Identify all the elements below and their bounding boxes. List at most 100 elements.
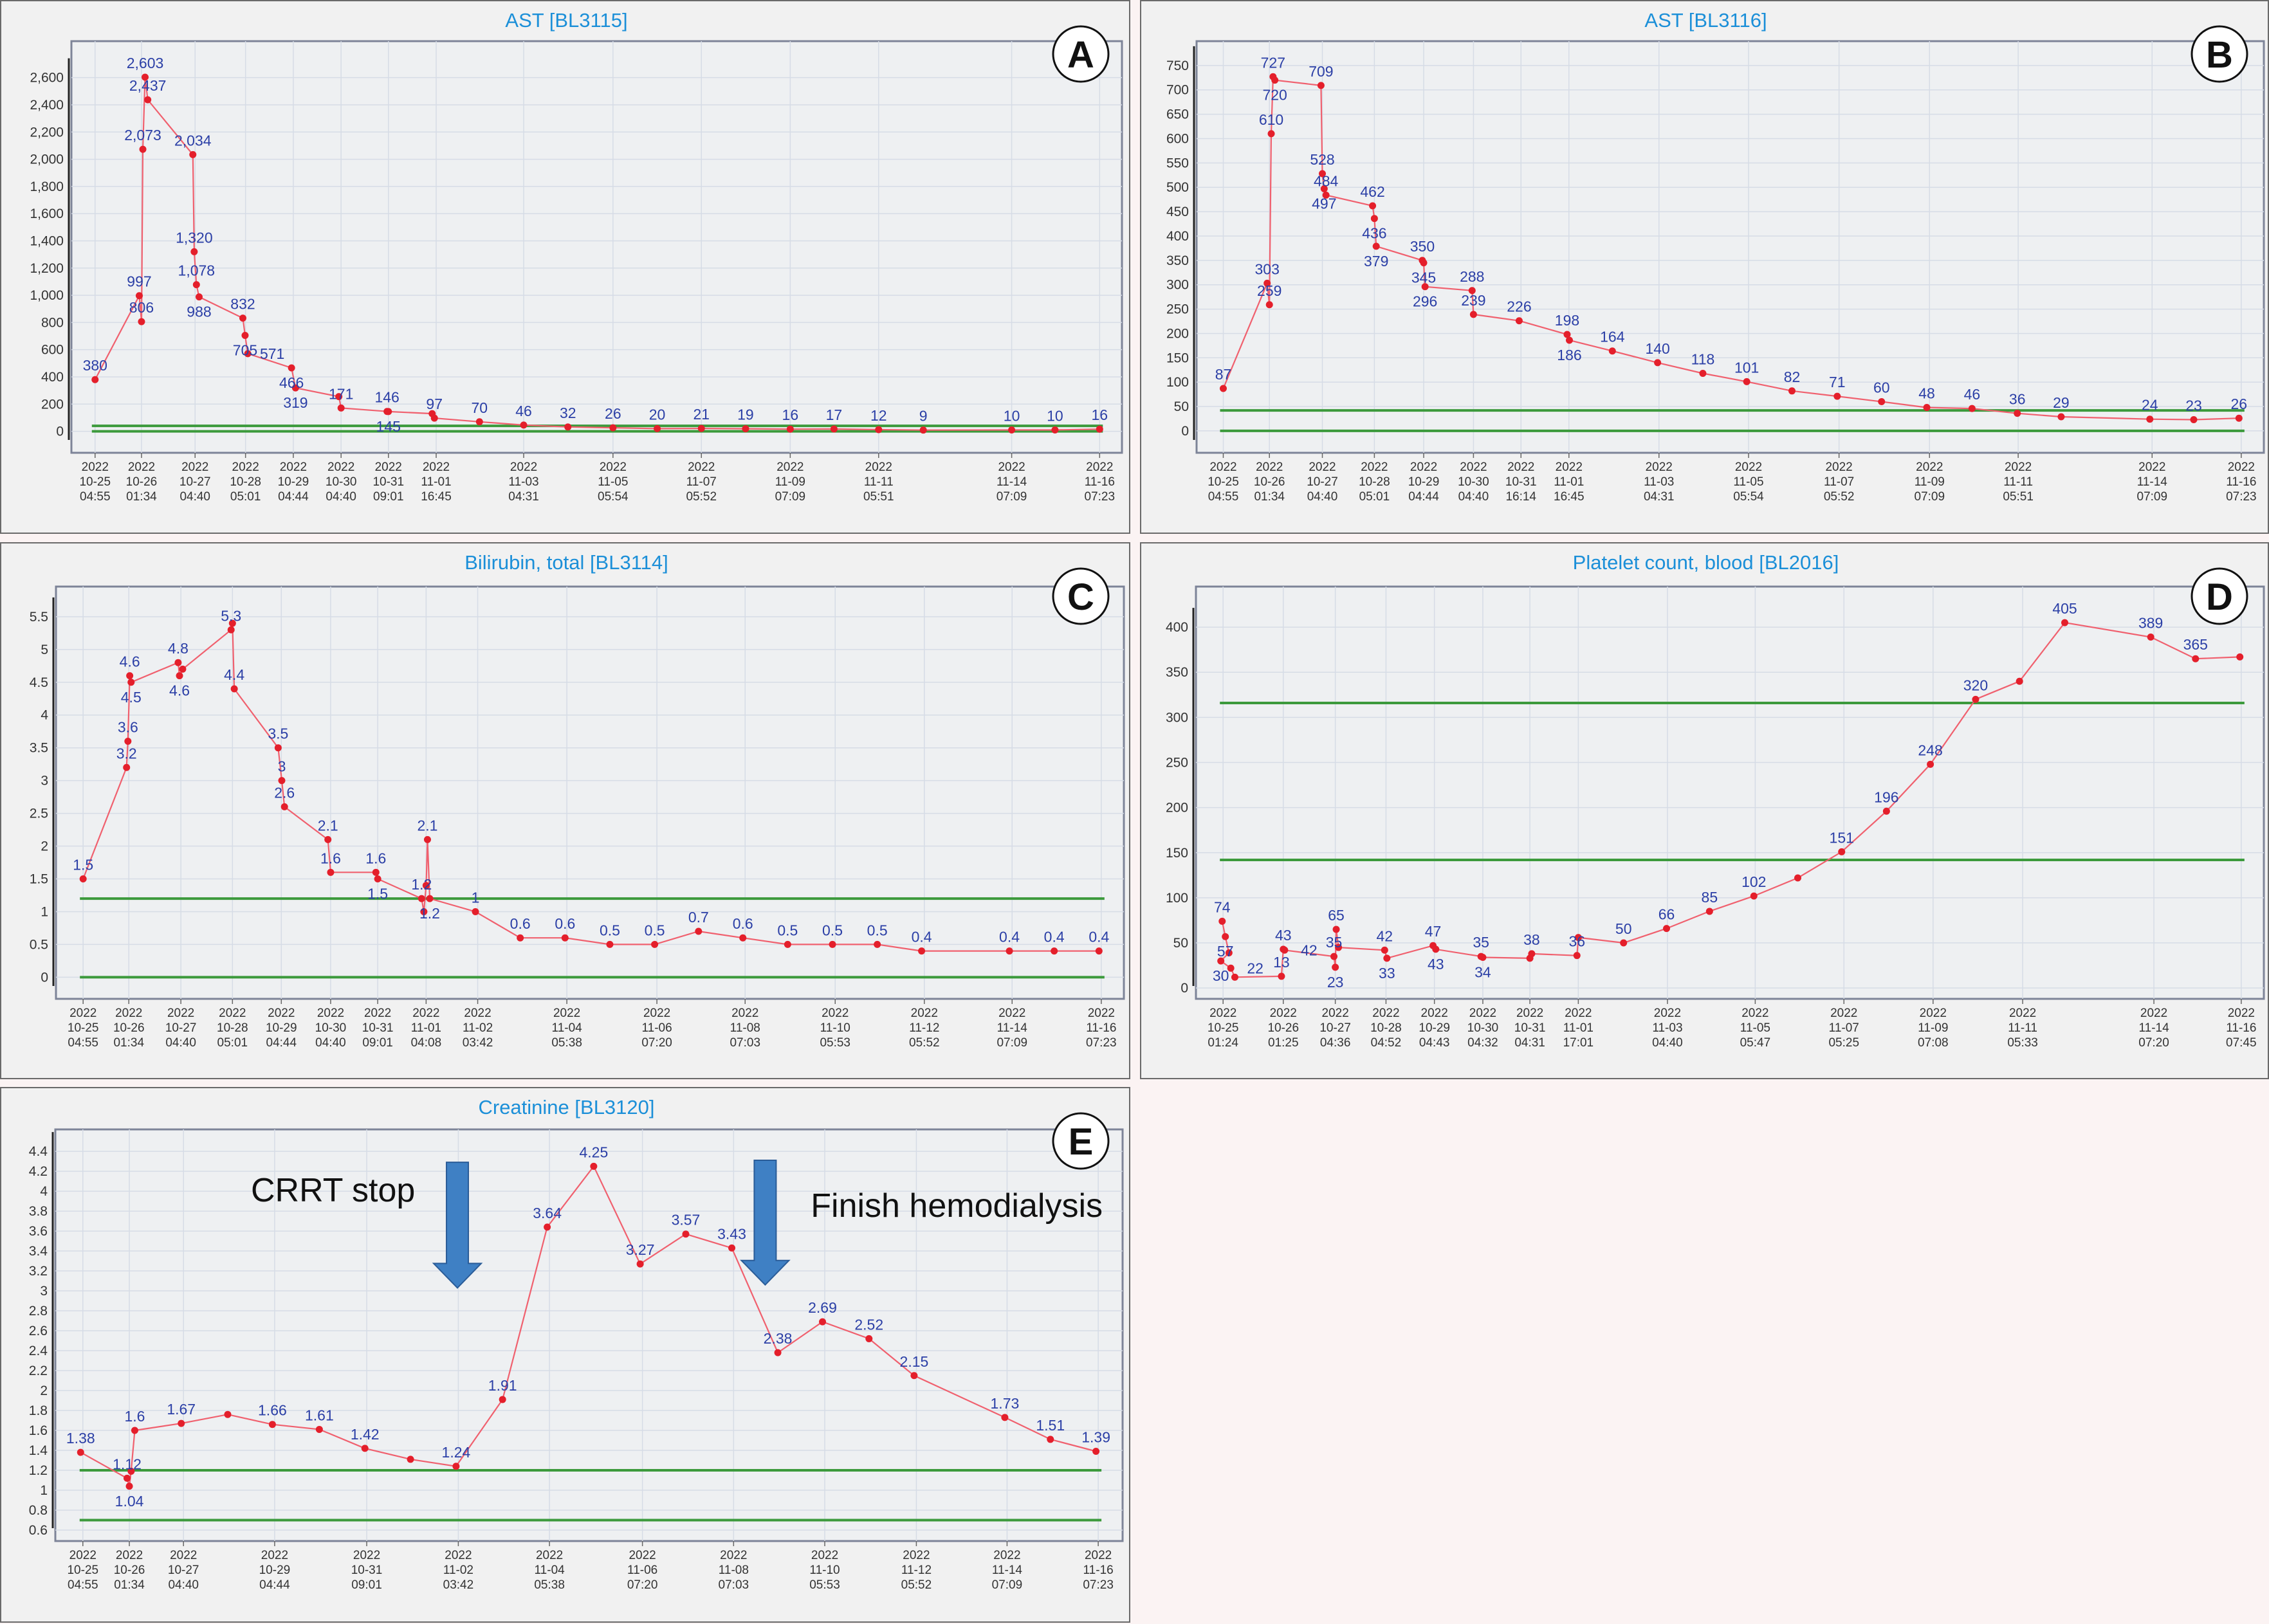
value-label: 196 [1874,789,1898,805]
x-tick-label: 10-31 [372,475,404,489]
data-point [244,350,252,358]
x-tick-label: 10-25 [68,1021,99,1035]
chart-panel-d: Platelet count, blood [BL2016] 2022 10-25 0… [1140,542,2269,1079]
y-tick-label: 400 [1166,229,1189,244]
data-point [452,1463,460,1470]
y-tick-label: 150 [1166,351,1189,365]
value-label: 34 [1474,963,1491,980]
x-tick-label: 11-16 [1083,1564,1114,1577]
value-label: 46 [1964,386,1981,403]
value-label: 48 [1918,385,1935,402]
panel-letter: B [2206,34,2233,76]
x-tick-label: 2022 [364,1007,391,1020]
y-tick-label: 3.6 [29,1224,48,1239]
data-point [291,384,299,392]
x-tick-label: 2022 [232,461,259,474]
data-point [1381,946,1388,954]
data-point [239,315,246,322]
x-tick-label: 04:36 [1320,1036,1351,1050]
x-tick-label: 01:34 [113,1036,144,1050]
x-tick-label: 2022 [822,1007,849,1020]
x-tick-label: 10-25 [1208,475,1239,489]
y-tick-label: 0 [1181,424,1189,439]
value-label: 1 [472,889,480,906]
y-tick-label: 750 [1166,59,1189,73]
panel-letter-badge [2191,25,2248,83]
x-tick-label: 2022 [1086,461,1113,474]
data-point [742,425,749,433]
x-tick-label: 2022 [82,461,109,474]
x-tick-label: 2022 [1209,461,1236,474]
value-label: 4.4 [224,666,244,683]
data-point [1750,892,1758,900]
x-tick-label: 2022 [553,1007,580,1020]
x-tick-label: 2022 [375,461,402,474]
value-label: 1.61 [305,1407,334,1423]
value-label: 38 [1523,931,1540,948]
value-label: 2,437 [129,77,167,94]
value-label: 4.6 [169,682,190,699]
data-point [1469,311,1477,318]
data-point [327,868,335,876]
data-point [1335,944,1343,951]
value-label: 2.6 [274,784,295,801]
value-label: 23 [2185,397,2202,414]
value-label: 0.4 [1044,929,1065,945]
y-tick-label: 0.8 [29,1503,48,1518]
value-label: 145 [376,418,401,435]
value-label: 2.1 [417,817,437,834]
data-point [142,73,149,81]
value-label: 379 [1364,253,1388,269]
y-tick-label: 1.6 [29,1423,48,1438]
x-tick-label: 11-10 [809,1564,840,1577]
x-tick-label: 04:44 [1408,490,1439,504]
x-tick-label: 11-08 [719,1564,749,1577]
x-tick-label: 2022 [1735,461,1762,474]
value-label: 610 [1259,111,1283,128]
x-tick-label: 11-07 [1824,475,1854,489]
value-label: 140 [1645,340,1669,357]
y-tick-label: 2 [40,1383,48,1398]
value-label: 70 [472,399,488,416]
chart-c-svg: Bilirubin, total [BL3114]202210-2504:552… [30,551,1125,1050]
plot-area [70,40,1123,454]
x-tick-label: 2022 [464,1007,491,1020]
value-label: 5.3 [221,607,241,624]
value-label: 20 [649,406,666,423]
data-point [174,659,182,666]
x-tick-label: 2022 [353,1549,380,1562]
x-tick-label: 2022 [1916,461,1943,474]
data-point [1281,946,1289,954]
data-point [280,803,288,810]
x-tick-label: 11-11 [864,475,894,489]
x-tick-label: 04:08 [411,1036,442,1050]
value-label: 2.15 [900,1353,929,1370]
value-label: 42 [1377,927,1393,944]
x-tick-label: 01:34 [114,1578,145,1592]
data-point [230,685,238,693]
data-point [2014,410,2021,417]
x-tick-label: 2022 [643,1007,670,1020]
data-point [728,1244,736,1252]
y-tick-label: 3 [40,1284,48,1299]
x-tick-label: 03:42 [463,1036,493,1050]
value-label: 26 [605,405,621,422]
x-tick-label: 2022 [776,461,804,474]
y-tick-label: 2 [41,839,48,854]
data-point [1332,926,1340,933]
x-tick-label: 07:20 [2138,1036,2169,1050]
value-label: 484 [1314,172,1339,189]
y-tick-label: 4.5 [30,675,48,690]
x-tick-label: 2022 [423,461,450,474]
data-point [2236,653,2244,661]
y-tick-label: 1,800 [30,179,64,194]
x-tick-label: 11-14 [997,1021,1028,1035]
x-tick-label: 10-28 [1370,1021,1402,1035]
chart-panel-a: AST [BL3115] 2022 10-25 04:55 2022 10-26 01:34… [0,0,1130,534]
data-point [385,408,392,415]
y-tick-label: 100 [1166,891,1188,906]
value-label: 1.04 [115,1493,144,1510]
data-point [1369,202,1377,210]
y-tick-label: 1.5 [30,872,48,887]
x-tick-label: 2022 [1507,461,1534,474]
